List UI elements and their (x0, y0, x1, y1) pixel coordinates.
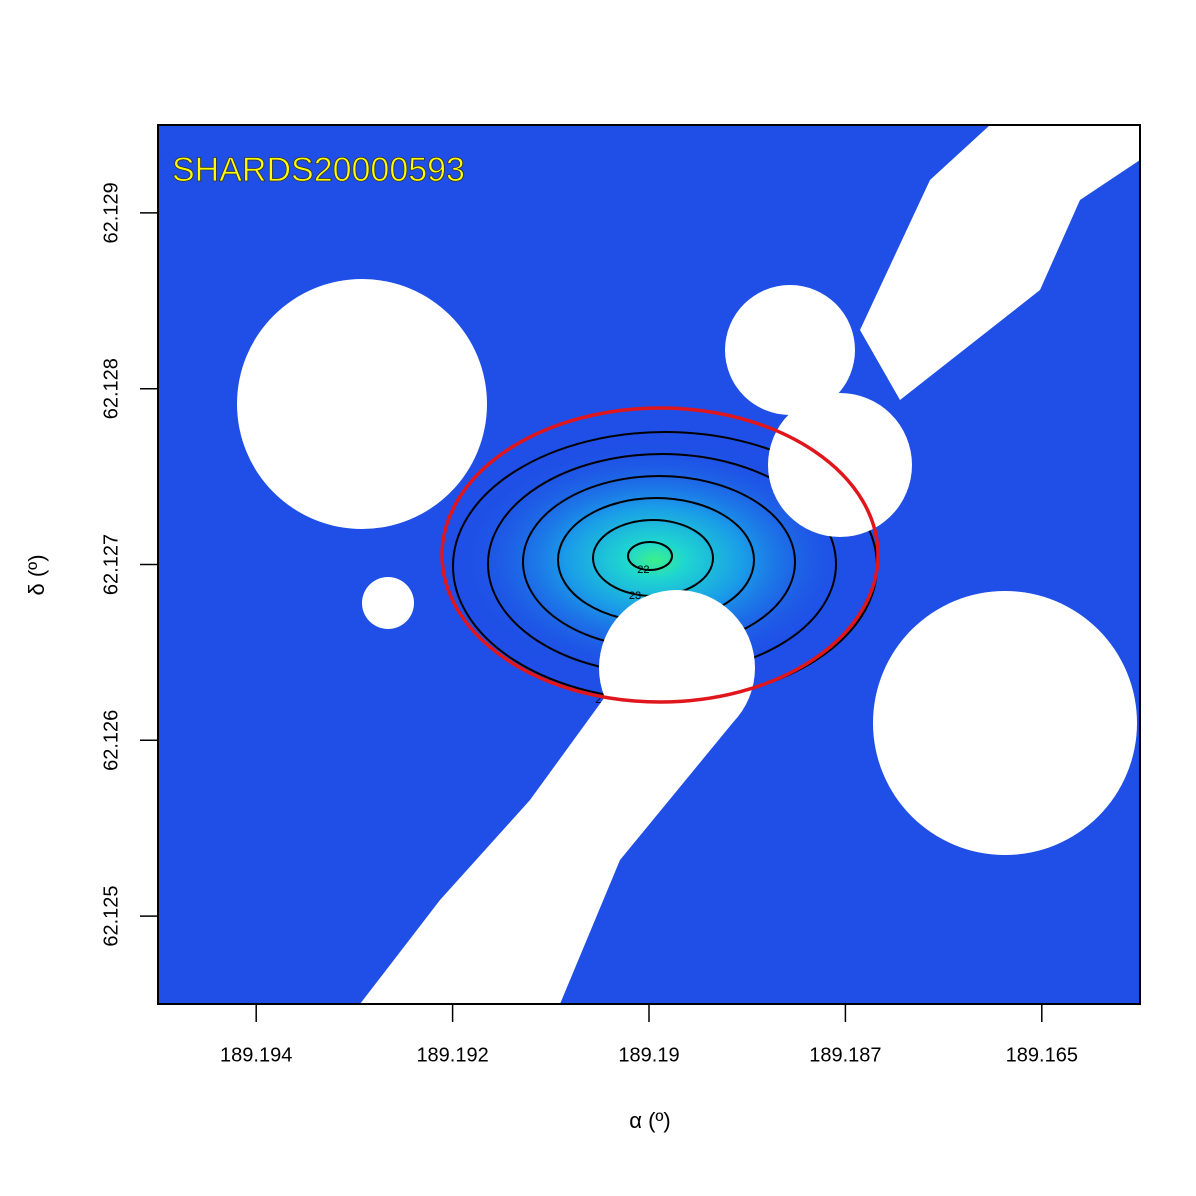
y-tick-label: 62.126 (100, 710, 122, 771)
contour-label: 22 (637, 564, 649, 576)
contour-label: 23 (629, 590, 641, 602)
x-tick-label: 189.187 (809, 1044, 881, 1066)
masks (237, 125, 1140, 1004)
y-tick-label: 62.128 (100, 358, 122, 419)
y-tick-label: 62.129 (100, 182, 122, 243)
contour-line (627, 541, 673, 571)
x-tick-label: 189.192 (416, 1044, 488, 1066)
aperture-ellipse (440, 406, 880, 704)
y-axis-label: δ (º) (24, 554, 49, 595)
y-tick-label: 62.127 (100, 534, 122, 595)
x-axis-label: α (º) (629, 1108, 671, 1133)
image: 222324252627 (158, 125, 1140, 1004)
x-tick-label: 189.194 (220, 1044, 292, 1066)
x-tick-label: 189.19 (618, 1044, 679, 1066)
object-title: SHARDS20000593 (172, 151, 465, 189)
x-tick-label: 189.165 (1006, 1044, 1078, 1066)
y-tick-label: 62.125 (100, 886, 122, 947)
